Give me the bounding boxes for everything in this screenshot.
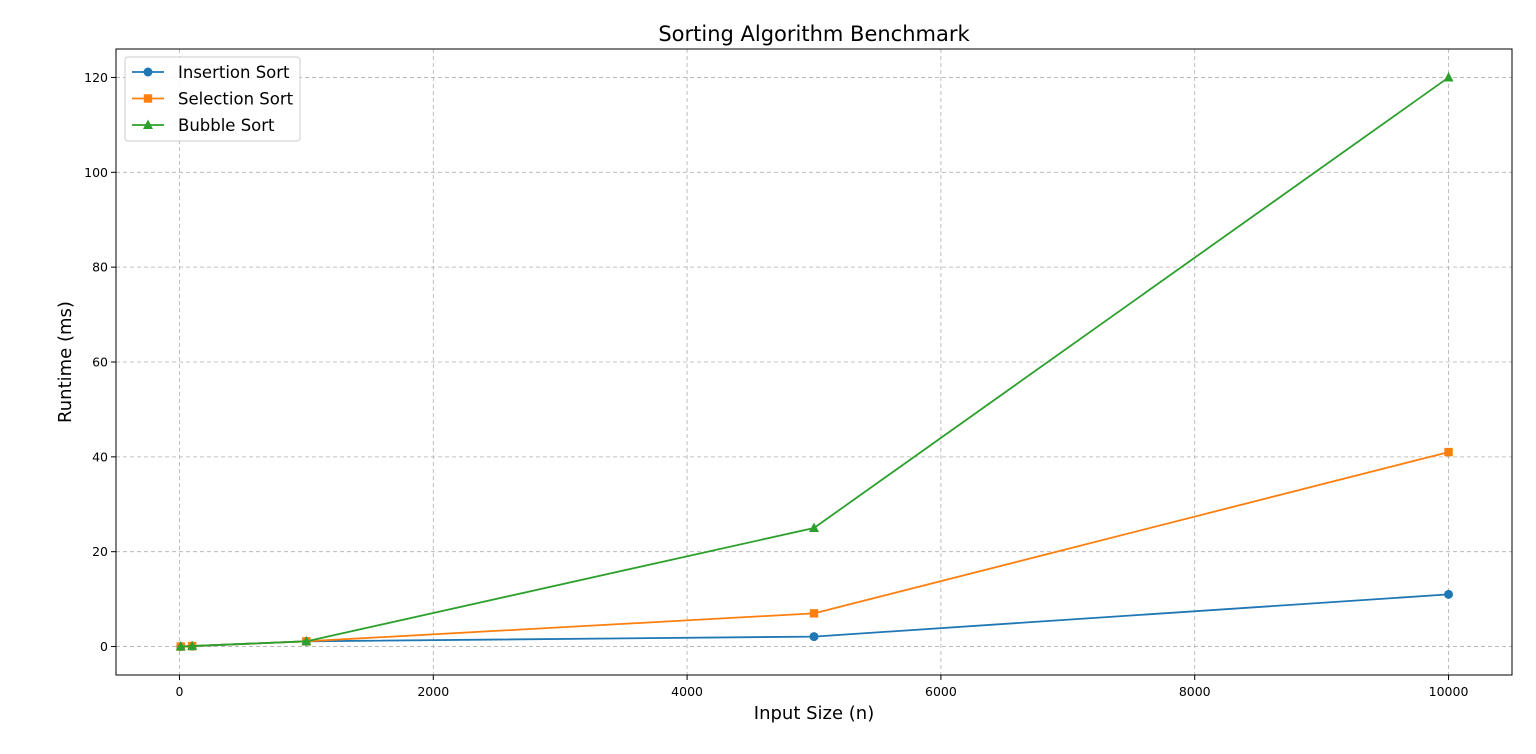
legend-item-insertion-sort: Insertion Sort — [132, 63, 290, 82]
selection-sort-point — [1444, 447, 1453, 457]
legend-box — [124, 56, 301, 142]
x-tick-label: 4000 — [671, 684, 703, 699]
x-tick-label: 2000 — [417, 684, 449, 699]
x-tick-label: 6000 — [925, 684, 957, 699]
legend: Insertion Sort Selection Sort Bubble Sort — [124, 56, 301, 142]
legend-marker — [143, 94, 153, 103]
x-tick-label: 0 — [175, 684, 183, 699]
bubble-sort-point — [187, 640, 198, 651]
y-tick-label: 20 — [92, 544, 108, 559]
y-tick-label: 100 — [84, 165, 108, 180]
y-axis-label: Runtime (ms) — [55, 301, 76, 423]
bubble-sort-point — [1443, 71, 1454, 82]
y-tick-label: 120 — [84, 70, 108, 85]
chart-title: Sorting Algorithm Benchmark — [658, 22, 970, 46]
legend-item-bubble-sort: Bubble Sort — [132, 116, 275, 135]
y-tick-label: 60 — [92, 355, 108, 370]
legend-item-selection-sort: Selection Sort — [132, 90, 294, 109]
legend-marker — [143, 119, 153, 129]
insertion-sort-point — [1444, 589, 1454, 599]
axis-ticks: 0 2000 4000 6000 8000 10000 0 20 40 60 80 100 120 — [84, 70, 1468, 699]
legend-label: Selection Sort — [178, 90, 294, 109]
grid-lines — [116, 49, 1512, 675]
legend-label: Insertion Sort — [178, 63, 290, 82]
legend-label: Bubble Sort — [178, 116, 275, 135]
bubble-sort-point — [301, 635, 312, 646]
selection-sort-point — [809, 609, 819, 618]
x-tick-label: 10000 — [1429, 684, 1469, 699]
y-tick-label: 0 — [100, 639, 108, 654]
series-bubble-sort — [175, 71, 1454, 651]
plot-area — [175, 71, 1454, 652]
y-tick-label: 80 — [92, 260, 108, 275]
insertion-sort-point — [809, 632, 819, 642]
bubble-sort-point — [809, 522, 819, 532]
x-tick-label: 8000 — [1179, 684, 1211, 699]
bubble-sort-point — [175, 641, 186, 651]
legend-marker — [143, 67, 153, 77]
x-axis-label: Input Size (n) — [754, 703, 874, 724]
y-tick-label: 40 — [92, 449, 108, 464]
